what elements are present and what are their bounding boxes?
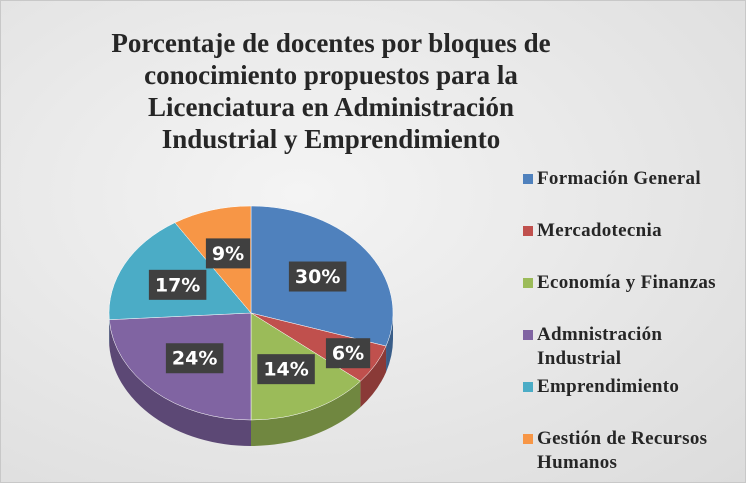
legend-swatch — [523, 382, 533, 392]
legend-label: Economía y Finanzas — [537, 272, 716, 293]
data-label: 17% — [149, 270, 206, 300]
data-label-text: 6% — [332, 343, 364, 365]
legend-item: Admnistración Industrial — [523, 323, 745, 375]
legend-swatch — [523, 174, 533, 184]
data-label-text: 14% — [263, 359, 308, 381]
data-label-text: 9% — [212, 243, 244, 265]
legend-swatch — [523, 330, 533, 340]
legend-label: Mercadotecnia — [537, 220, 662, 241]
data-label: 9% — [206, 238, 250, 268]
data-label: 24% — [166, 343, 223, 373]
legend-swatch — [523, 226, 533, 236]
data-label-text: 24% — [172, 348, 217, 370]
data-label: 14% — [257, 354, 314, 384]
legend-item: Emprendimiento — [523, 375, 745, 427]
data-label: 6% — [326, 338, 370, 368]
legend-item: Mercadotecnia — [523, 219, 745, 271]
data-label-text: 17% — [155, 274, 200, 296]
data-label-text: 30% — [295, 266, 340, 288]
legend-swatch — [523, 278, 533, 288]
legend-item: Formación General — [523, 167, 745, 219]
legend-item: Gestión de Recursos Humanos — [523, 427, 745, 479]
legend: Formación General Mercadotecnia Economía y… — [523, 167, 745, 479]
legend-label: Gestión de Recursos Humanos — [537, 428, 707, 473]
legend-item: Economía y Finanzas — [523, 271, 745, 323]
legend-swatch — [523, 434, 533, 444]
data-label: 30% — [289, 262, 346, 292]
legend-label: Emprendimiento — [537, 376, 679, 397]
legend-label: Formación General — [537, 168, 701, 189]
legend-label: Admnistración Industrial — [537, 324, 662, 369]
